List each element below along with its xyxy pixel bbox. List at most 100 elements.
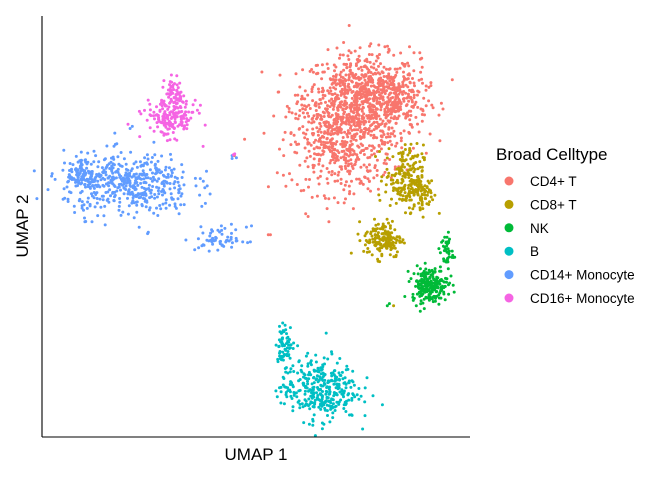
data-point [299,189,303,193]
data-point [376,187,380,191]
data-point [385,175,389,179]
data-point [319,407,323,411]
data-point [427,268,431,272]
data-point [407,99,411,103]
data-point [304,399,308,403]
data-point [437,247,441,251]
data-point [394,180,398,184]
data-point [307,422,311,426]
data-point [289,143,293,147]
data-point [244,225,248,229]
data-point [407,109,411,113]
data-point [140,163,144,167]
data-point [304,212,308,216]
data-point [170,115,174,119]
data-point [278,147,281,151]
data-point [370,53,374,57]
data-point [421,109,425,113]
data-point [363,386,367,390]
data-point [396,166,400,170]
data-point [326,114,330,118]
data-point [63,161,66,165]
data-point [394,73,398,77]
data-point [100,194,104,198]
data-point [389,176,393,180]
data-point [333,179,337,183]
data-point [348,150,352,154]
data-point [169,158,173,162]
data-point [130,167,134,171]
legend-label: CD4+ T [530,174,577,189]
data-point [433,278,437,282]
data-point [367,179,371,183]
data-point [311,99,315,103]
data-point [177,190,181,194]
data-point [313,402,317,406]
data-point [288,356,292,360]
data-point [176,197,180,201]
data-point [88,186,92,190]
data-point [367,127,371,130]
data-point [433,193,437,197]
data-point [409,179,413,183]
data-point [358,181,362,185]
data-point [50,172,54,176]
data-point [193,248,197,252]
data-point [295,395,299,399]
data-point [203,201,207,205]
data-point [288,390,292,394]
data-point [391,236,395,240]
data-point [291,364,295,368]
data-point [318,376,322,380]
data-point [382,65,386,69]
data-point [375,120,379,124]
data-point [229,235,233,239]
data-point [320,404,324,408]
data-point [444,241,448,245]
data-point [364,232,368,235]
data-point [153,196,157,200]
data-point [84,160,88,164]
data-point [330,397,334,401]
data-point [385,89,388,93]
data-point [340,100,344,104]
data-point [166,173,170,176]
data-point [84,158,87,162]
data-point [104,166,108,170]
data-point [383,229,387,233]
data-point [315,374,319,378]
data-point [347,49,351,53]
data-point [353,162,357,166]
data-point [307,120,311,124]
data-point [337,377,341,381]
data-point [383,170,387,174]
data-point [301,107,305,111]
data-point [312,147,316,151]
data-point [336,173,340,177]
data-point [394,241,398,245]
data-point [390,173,394,177]
data-point [181,100,185,104]
data-point [86,196,90,200]
data-point [438,265,442,269]
data-point [226,235,230,239]
data-point [440,240,444,244]
data-point [416,153,420,157]
data-point [139,112,143,116]
data-point [316,366,320,370]
legend-label: B [530,244,539,259]
data-point [339,70,343,74]
data-point [364,90,368,94]
data-point [390,197,393,201]
data-point [349,62,353,66]
data-point [124,184,128,188]
data-point [350,101,354,105]
data-point [293,93,297,97]
data-point [303,159,307,163]
data-point [377,64,380,68]
data-point [408,148,412,152]
data-point [135,203,139,207]
data-point [400,61,404,65]
data-point [321,390,324,393]
data-point [389,87,393,91]
